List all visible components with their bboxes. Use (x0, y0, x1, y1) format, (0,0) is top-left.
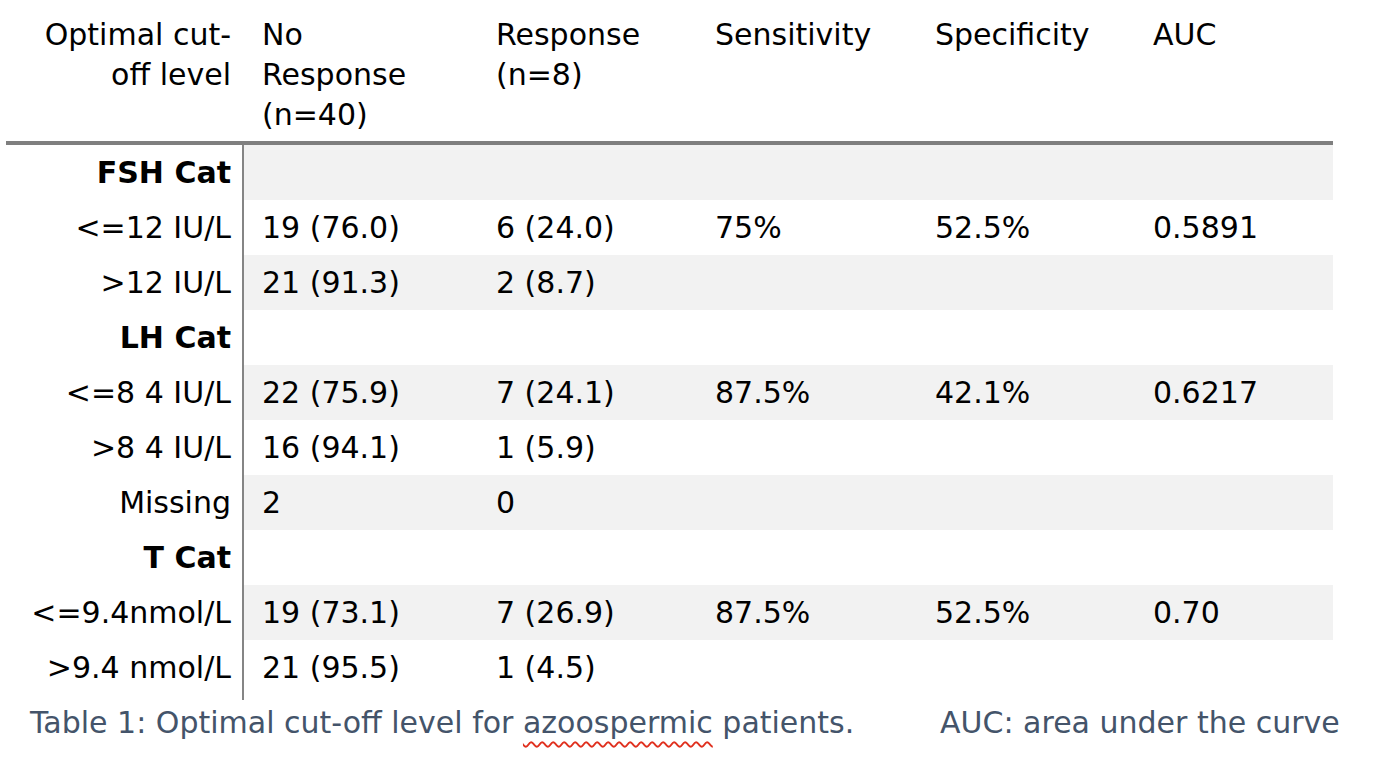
data-cell: 0.70 (1135, 585, 1333, 640)
data-cell: 22 (75.9) (244, 365, 478, 420)
table-row-t-cat: T Cat (6, 530, 1333, 585)
header-auc: AUC (1135, 15, 1333, 55)
data-cell (1135, 420, 1333, 475)
data-cell (1135, 530, 1333, 585)
row-label: Missing (6, 475, 244, 530)
table-row-fsh-le12: <=12 IU/L 19 (76.0) 6 (24.0) 75% 52.5% 0… (6, 200, 1333, 255)
header-line: Specificity (935, 15, 1135, 55)
data-cell (917, 255, 1135, 310)
row-label: >8 4 IU/L (6, 420, 244, 475)
data-cell: 52.5% (917, 200, 1135, 255)
data-cell (1135, 475, 1333, 530)
data-cell (478, 310, 697, 365)
header-line: (n=40) (262, 95, 478, 135)
table-row-fsh-gt12: >12 IU/L 21 (91.3) 2 (8.7) (6, 255, 1333, 310)
caption-text-before: Table 1: Optimal cut-off level for (30, 705, 523, 740)
data-cell (697, 475, 917, 530)
data-cell (697, 640, 917, 695)
data-cell (1135, 310, 1333, 365)
data-cell (917, 640, 1135, 695)
data-cell (244, 145, 478, 200)
row-label: LH Cat (6, 310, 244, 365)
data-cell: 87.5% (697, 585, 917, 640)
row-label: >9.4 nmol/L (6, 640, 244, 695)
misspelled-word: azoospermic (523, 705, 713, 740)
table-row-lh-gt84: >8 4 IU/L 16 (94.1) 1 (5.9) (6, 420, 1333, 475)
data-cell (478, 530, 697, 585)
data-cell (917, 420, 1135, 475)
data-cell: 42.1% (917, 365, 1135, 420)
header-line: Response (262, 55, 478, 95)
header-optimal-cutoff: Optimal cut- off level (6, 15, 244, 95)
cutoff-table: Optimal cut- off level No Response (n=40… (6, 15, 1333, 695)
table-header: Optimal cut- off level No Response (n=40… (6, 15, 1333, 141)
header-line: off level (6, 55, 231, 95)
table-row-missing: Missing 2 0 (6, 475, 1333, 530)
data-cell (917, 530, 1135, 585)
data-cell (697, 255, 917, 310)
data-cell: 21 (95.5) (244, 640, 478, 695)
data-cell (917, 310, 1135, 365)
data-cell: 2 (244, 475, 478, 530)
data-cell: 6 (24.0) (478, 200, 697, 255)
data-cell (917, 475, 1135, 530)
data-cell: 1 (4.5) (478, 640, 697, 695)
header-line: (n=8) (496, 55, 697, 95)
data-cell: 0 (478, 475, 697, 530)
data-cell (244, 530, 478, 585)
caption-row: Table 1: Optimal cut-off level for azoos… (0, 705, 1376, 751)
data-cell: 75% (697, 200, 917, 255)
column-divider-line (242, 145, 244, 700)
data-cell: 16 (94.1) (244, 420, 478, 475)
data-cell: 19 (73.1) (244, 585, 478, 640)
caption-abbreviation-note: AUC: area under the curve (940, 705, 1340, 740)
data-cell (697, 420, 917, 475)
slide-table-screenshot: Optimal cut- off level No Response (n=40… (0, 0, 1376, 760)
header-no-response: No Response (n=40) (244, 15, 478, 135)
row-label: FSH Cat (6, 145, 244, 200)
row-label: >12 IU/L (6, 255, 244, 310)
table-row-fsh-cat: FSH Cat (6, 145, 1333, 200)
caption-text-after: patients. (713, 705, 854, 740)
data-cell (1135, 255, 1333, 310)
row-label: <=9.4nmol/L (6, 585, 244, 640)
data-cell: 7 (26.9) (478, 585, 697, 640)
header-line: AUC (1153, 15, 1333, 55)
data-cell: 21 (91.3) (244, 255, 478, 310)
data-cell (478, 145, 697, 200)
header-line: No (262, 15, 478, 55)
header-line: Optimal cut- (6, 15, 231, 55)
data-cell: 7 (24.1) (478, 365, 697, 420)
header-specificity: Specificity (917, 15, 1135, 55)
data-cell: 2 (8.7) (478, 255, 697, 310)
table-row-t-gt94: >9.4 nmol/L 21 (95.5) 1 (4.5) (6, 640, 1333, 695)
table-row-lh-cat: LH Cat (6, 310, 1333, 365)
data-cell (697, 530, 917, 585)
header-sensitivity: Sensitivity (697, 15, 917, 55)
data-cell (244, 310, 478, 365)
data-cell (697, 145, 917, 200)
row-label: T Cat (6, 530, 244, 585)
data-cell: 52.5% (917, 585, 1135, 640)
data-cell (1135, 145, 1333, 200)
data-cell (917, 145, 1135, 200)
row-label: <=8 4 IU/L (6, 365, 244, 420)
header-line: Response (496, 15, 697, 55)
data-cell: 1 (5.9) (478, 420, 697, 475)
data-cell: 19 (76.0) (244, 200, 478, 255)
data-cell: 0.5891 (1135, 200, 1333, 255)
table-caption: Table 1: Optimal cut-off level for azoos… (30, 705, 854, 740)
row-label: <=12 IU/L (6, 200, 244, 255)
header-line: Sensitivity (715, 15, 917, 55)
table-row-t-le94: <=9.4nmol/L 19 (73.1) 7 (26.9) 87.5% 52.… (6, 585, 1333, 640)
data-cell: 87.5% (697, 365, 917, 420)
header-response: Response (n=8) (478, 15, 697, 95)
data-cell (697, 310, 917, 365)
table-row-lh-le84: <=8 4 IU/L 22 (75.9) 7 (24.1) 87.5% 42.1… (6, 365, 1333, 420)
data-cell (1135, 640, 1333, 695)
data-cell: 0.6217 (1135, 365, 1333, 420)
